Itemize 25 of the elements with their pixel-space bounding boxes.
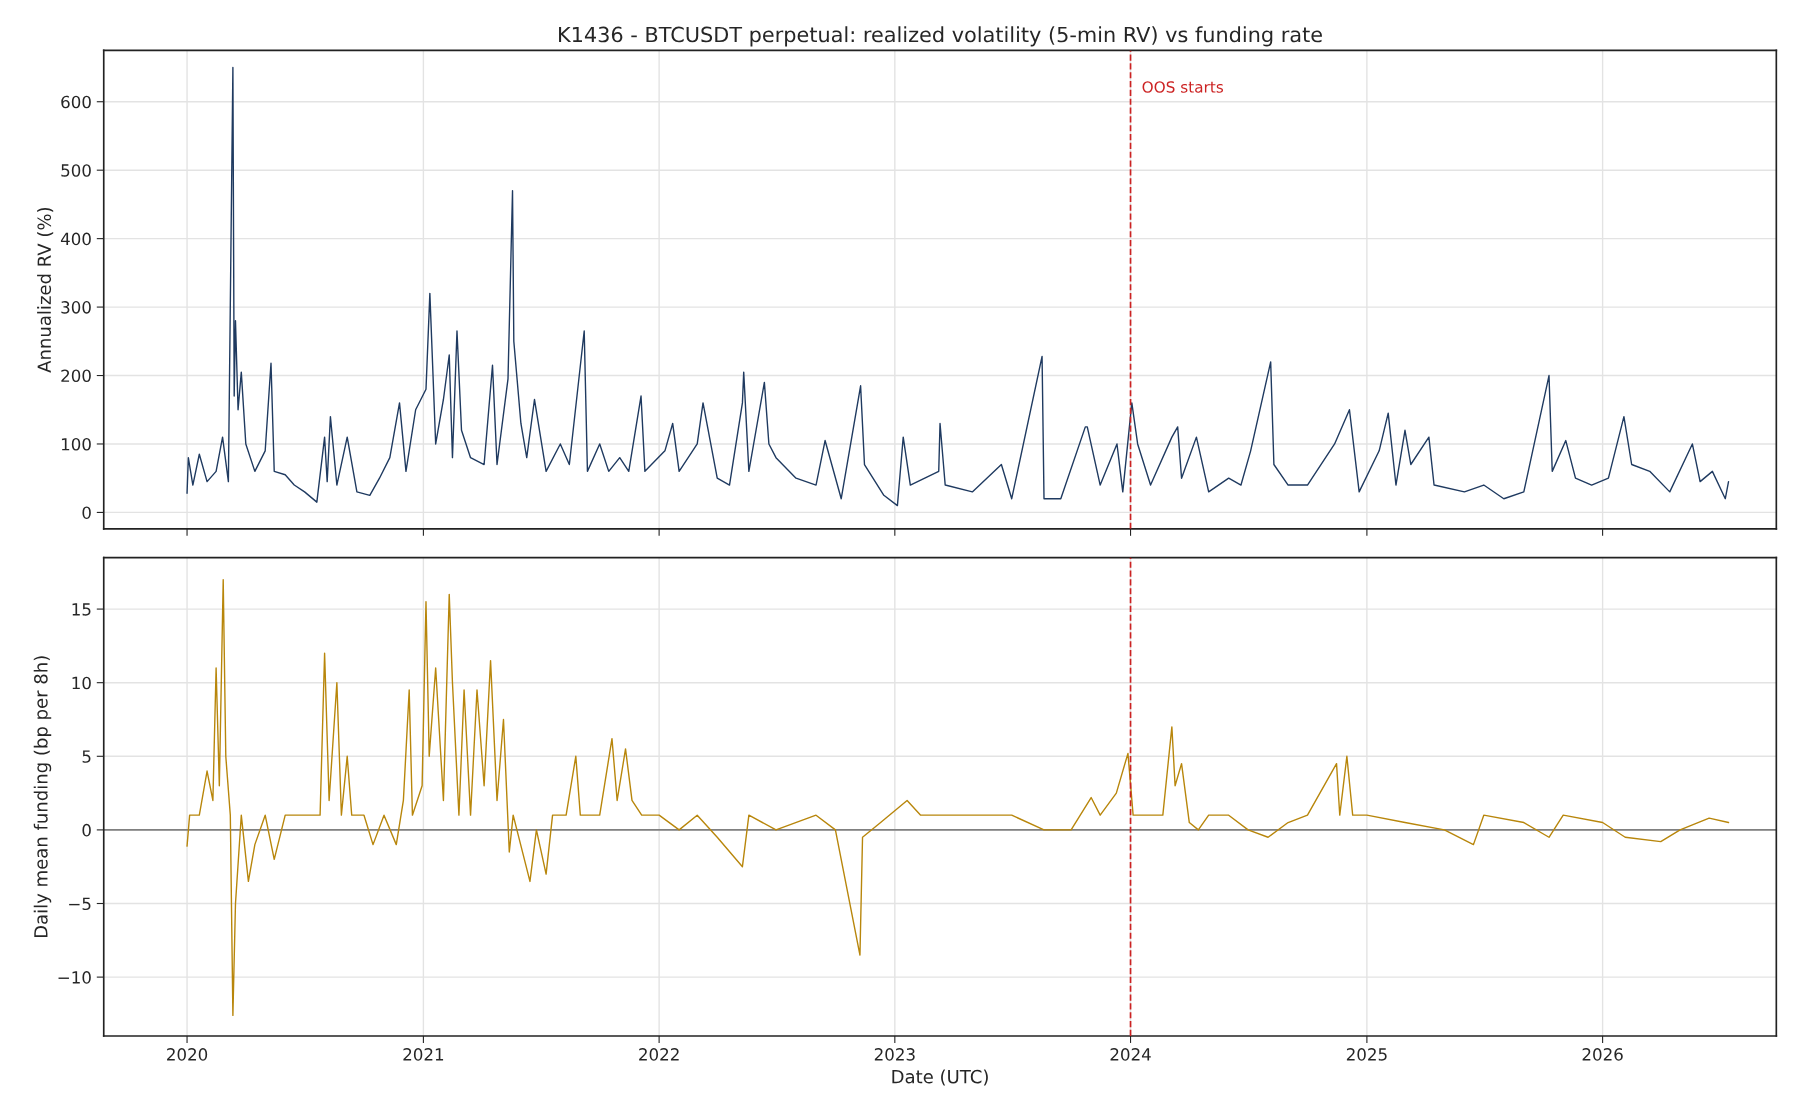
y-tick-label: 0 <box>82 823 91 837</box>
x-tick-label: 2023 <box>874 1048 915 1061</box>
y-tick-label: 5 <box>82 750 91 763</box>
y-tick-label: 500 <box>61 164 91 177</box>
x-tick-label: 2021 <box>403 1048 444 1061</box>
y-axis-title: Daily mean funding (bp per 8h) <box>33 656 52 938</box>
y-tick-label: 300 <box>61 301 91 314</box>
x-tick-label: 2020 <box>167 1048 208 1061</box>
chart-title: K1436 - BTCUSDT perpetual: realized volatility (5-min RV) vs funding rate <box>559 26 1322 47</box>
y-tick-label: 600 <box>61 95 91 109</box>
x-axis-title: Date (UTC) <box>892 1069 988 1086</box>
x-tick-label: 2022 <box>639 1048 679 1061</box>
ref-line-label: OOS starts <box>1142 81 1224 93</box>
x-tick-label: 2025 <box>1346 1048 1387 1061</box>
y-tick-label: 0 <box>82 506 91 519</box>
y-tick-label: 400 <box>60 232 91 246</box>
y-axis-title: Annualized RV (%) <box>37 207 54 373</box>
y-tick-label: −5 <box>69 897 91 911</box>
y-tick-label: 100 <box>61 437 91 451</box>
y-tick-label: 10 <box>72 676 91 690</box>
x-tick-label: 2024 <box>1110 1048 1151 1061</box>
x-tick-label: 2026 <box>1582 1048 1623 1061</box>
y-tick-label: −10 <box>58 971 91 984</box>
y-tick-label: 15 <box>72 603 91 616</box>
y-tick-label: 200 <box>61 369 91 383</box>
